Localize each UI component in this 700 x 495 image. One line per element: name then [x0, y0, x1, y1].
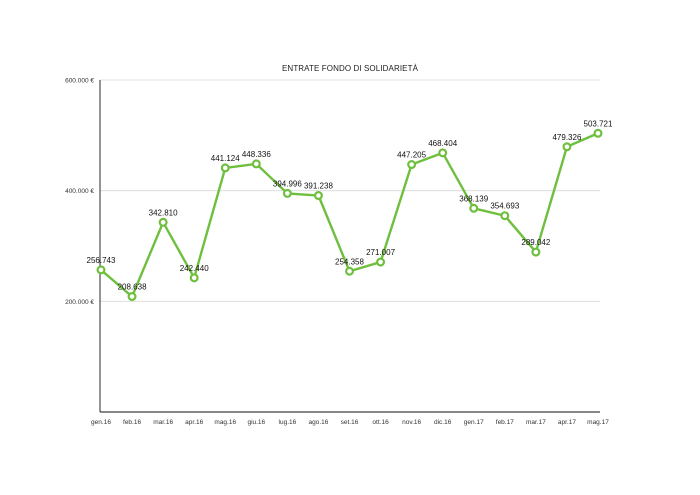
- data-label: 468.404: [428, 139, 457, 148]
- series-entrate: [96, 128, 603, 302]
- data-label: 271.007: [366, 248, 395, 257]
- data-label: 342.810: [149, 208, 178, 217]
- data-point: [593, 128, 603, 138]
- data-point: [282, 188, 292, 198]
- x-tick-label: gen.17: [464, 419, 484, 426]
- x-tick-label: mar.17: [526, 419, 546, 426]
- x-tick-label: set.16: [341, 419, 359, 426]
- data-label: 289.042: [521, 238, 550, 247]
- y-tick-label: 600.000 €: [65, 78, 94, 85]
- data-point: [562, 142, 572, 152]
- data-point: [220, 163, 230, 173]
- x-tick-label: mag.17: [587, 419, 609, 426]
- x-tick-label: dic.16: [434, 419, 452, 426]
- data-label: 242.440: [180, 264, 209, 273]
- data-point: [407, 160, 417, 170]
- x-tick-label: apr.17: [558, 419, 576, 426]
- data-label: 503.721: [584, 119, 613, 128]
- data-label: 448.336: [242, 150, 271, 159]
- data-label: 391.238: [304, 182, 333, 191]
- data-labels: 256.743 208.638 342.810 242.440 441.124 448.3…: [87, 119, 613, 291]
- data-point: [158, 217, 168, 227]
- data-label: 208.638: [118, 283, 147, 292]
- data-label: 368.139: [459, 194, 488, 203]
- x-tick-label: lug.16: [279, 419, 297, 426]
- data-point: [500, 211, 510, 221]
- data-point: [469, 203, 479, 213]
- x-tick-label: ott.16: [372, 419, 389, 426]
- data-point: [96, 265, 106, 275]
- data-label: 254.358: [335, 257, 364, 266]
- data-point: [438, 148, 448, 158]
- y-axis-ticks: 200.000 € 400.000 € 600.000 €: [65, 78, 94, 306]
- data-point: [189, 273, 199, 283]
- x-axis-ticks: gen.16 feb.16 mar.16 apr.16 mag.16 giu.16 lug.…: [91, 419, 609, 426]
- data-point: [376, 257, 386, 267]
- x-tick-label: giu.16: [247, 419, 265, 426]
- x-tick-label: ago.16: [308, 419, 328, 426]
- x-tick-label: nov.16: [402, 419, 421, 426]
- data-point: [127, 292, 137, 302]
- x-tick-label: mag.16: [214, 419, 236, 426]
- data-point: [313, 191, 323, 201]
- data-label: 354.693: [490, 202, 519, 211]
- axes: [99, 80, 600, 413]
- data-point: [531, 247, 541, 257]
- x-tick-label: gen.16: [91, 419, 111, 426]
- data-label: 447.205: [397, 151, 426, 160]
- chart-title: ENTRATE FONDO DI SOLIDARIETÀ: [282, 64, 419, 73]
- x-tick-label: feb.17: [496, 419, 514, 426]
- data-label: 394.996: [273, 179, 302, 188]
- data-point: [345, 266, 355, 276]
- x-tick-label: feb.16: [123, 419, 141, 426]
- y-tick-label: 400.000 €: [65, 188, 94, 195]
- data-label: 479.326: [552, 133, 581, 142]
- data-label: 256.743: [87, 256, 116, 265]
- y-tick-label: 200.000 €: [65, 299, 94, 306]
- grid-lines: [100, 79, 600, 302]
- data-point: [251, 159, 261, 169]
- x-tick-label: apr.16: [185, 419, 203, 426]
- data-label: 441.124: [211, 154, 240, 163]
- x-tick-label: mar.16: [153, 419, 173, 426]
